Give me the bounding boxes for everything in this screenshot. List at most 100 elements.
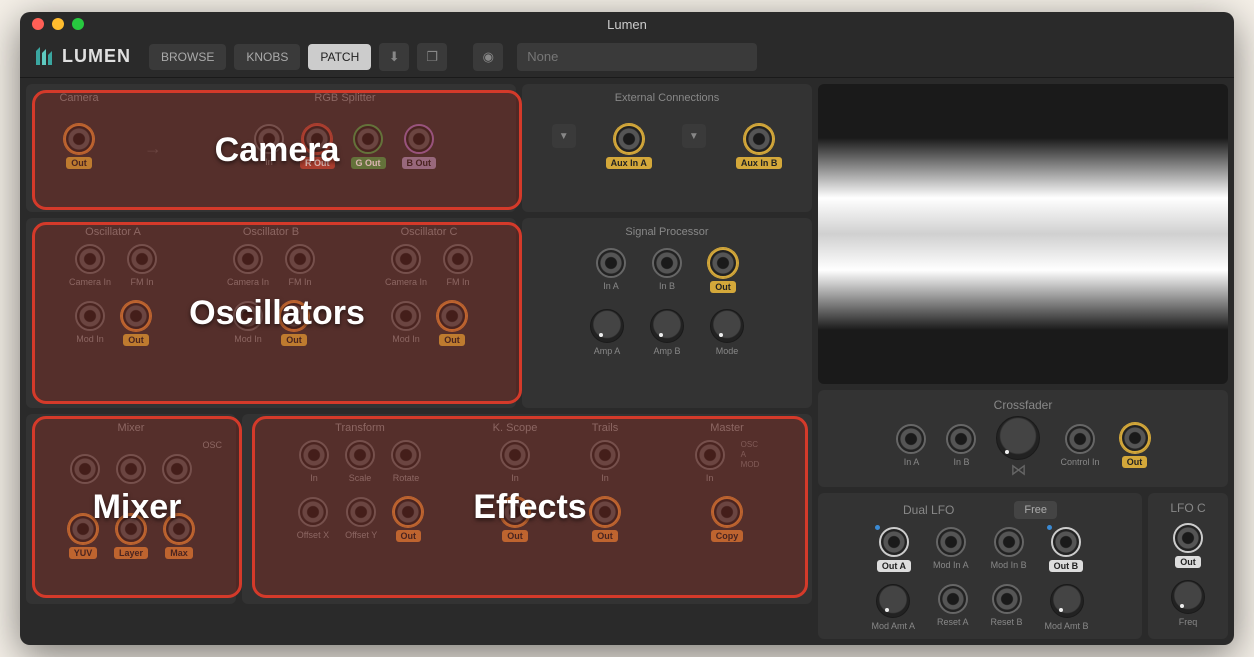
aux-b-dropdown[interactable]: ▼ — [682, 124, 706, 148]
osc-b-out-jack[interactable] — [279, 301, 309, 331]
aux-b-label: Aux In B — [736, 157, 783, 169]
sigproc-ina-jack[interactable] — [596, 248, 626, 278]
lfo-modinb-jack[interactable] — [994, 527, 1024, 557]
crossfader-ina-jack[interactable] — [896, 424, 926, 454]
oscillators-module: Oscillator A Camera InFM In Mod InOut Os… — [26, 218, 516, 408]
mixer-in2-jack[interactable] — [116, 454, 146, 484]
crossfader-module: Crossfader In A In B ⋈ Control In Out — [818, 390, 1228, 487]
lfoc-freq-knob[interactable] — [1171, 580, 1205, 614]
logo-icon — [32, 45, 56, 69]
window-title: Lumen — [607, 17, 647, 32]
left-panel: Camera Out → RGB Splitter In R Out G Out — [20, 78, 818, 645]
sigproc-mode-knob[interactable] — [710, 309, 744, 343]
osc-c-mod-jack[interactable] — [391, 301, 421, 331]
signal-processor-module: Signal Processor In A In B Out Amp A Amp… — [522, 218, 812, 408]
transform-scale-jack[interactable] — [345, 440, 375, 470]
sigproc-inb-jack[interactable] — [652, 248, 682, 278]
lfo-modina-jack[interactable] — [936, 527, 966, 557]
rgb-g-jack[interactable] — [353, 124, 383, 154]
osc-a-cam-jack[interactable] — [75, 244, 105, 274]
lfo-modamta-knob[interactable] — [876, 584, 910, 618]
osc-c-fm-jack[interactable] — [443, 244, 473, 274]
rgb-r-jack[interactable] — [302, 124, 332, 154]
minimize-icon[interactable] — [52, 18, 64, 30]
transform-in-jack[interactable] — [299, 440, 329, 470]
rgb-b-label: B Out — [402, 157, 437, 169]
camera-out-jack[interactable] — [64, 124, 94, 154]
mixer-module: Mixer OSC YUV Layer Max — [26, 414, 236, 604]
osc-b-cam-jack[interactable] — [233, 244, 263, 274]
trails-out-jack[interactable] — [590, 497, 620, 527]
rgb-in-jack[interactable] — [254, 124, 284, 154]
mixer-in3-jack[interactable] — [162, 454, 192, 484]
kscope-in-jack[interactable] — [500, 440, 530, 470]
free-button[interactable]: Free — [1014, 501, 1057, 519]
effects-module: Transform InScaleRotate Offset XOffset Y… — [242, 414, 812, 604]
sigproc-ampa-knob[interactable] — [590, 309, 624, 343]
transform-rot-jack[interactable] — [391, 440, 421, 470]
transform-title: Transform — [250, 422, 470, 434]
arrow-icon: → — [144, 138, 162, 159]
right-panel: Crossfader In A In B ⋈ Control In Out Du… — [818, 78, 1234, 645]
master-copy-jack[interactable] — [712, 497, 742, 527]
crossfader-inb-jack[interactable] — [946, 424, 976, 454]
transform-offy-jack[interactable] — [346, 497, 376, 527]
crossfader-title: Crossfader — [828, 398, 1218, 412]
kscope-out-jack[interactable] — [500, 497, 530, 527]
osc-b-mod-jack[interactable] — [233, 301, 263, 331]
lfo-outb-jack[interactable] — [1051, 527, 1081, 557]
mixer-max-jack[interactable] — [164, 514, 194, 544]
preview-monitor — [818, 84, 1228, 384]
lfo-resetb-jack[interactable] — [992, 584, 1022, 614]
close-icon[interactable] — [32, 18, 44, 30]
lfo-modamtb-knob[interactable] — [1050, 584, 1084, 618]
maximize-icon[interactable] — [72, 18, 84, 30]
mixer-in1-jack[interactable] — [70, 454, 100, 484]
mixer-title: Mixer — [34, 422, 228, 434]
titlebar: Lumen — [20, 12, 1234, 36]
download-icon[interactable]: ⬇ — [379, 43, 409, 71]
crossfader-ctrl-jack[interactable] — [1065, 424, 1095, 454]
osc-b-fm-jack[interactable] — [285, 244, 315, 274]
camera-icon[interactable]: ◉ — [473, 43, 503, 71]
master-in-jack[interactable] — [695, 440, 725, 470]
aux-in-b-jack[interactable] — [744, 124, 774, 154]
osc-c-out-jack[interactable] — [437, 301, 467, 331]
external-connections-module: External Connections ▼ Aux In A ▼ Aux In… — [522, 84, 812, 212]
trails-in-jack[interactable] — [590, 440, 620, 470]
osc-c-title: Oscillator C — [350, 226, 508, 238]
lfoc-out-jack[interactable] — [1173, 523, 1203, 553]
knobs-button[interactable]: KNOBS — [234, 44, 300, 70]
app-name: LUMEN — [62, 46, 131, 67]
osc-c-cam-jack[interactable] — [391, 244, 421, 274]
transform-out-jack[interactable] — [393, 497, 423, 527]
osc-b-title: Oscillator B — [192, 226, 350, 238]
dual-lfo-module: Dual LFO Free Out A Mod In A Mod In B Ou… — [818, 493, 1142, 639]
rgb-in-label: In — [265, 157, 273, 167]
transform-offx-jack[interactable] — [298, 497, 328, 527]
crossfader-out-jack[interactable] — [1120, 423, 1150, 453]
window-icon[interactable]: ❐ — [417, 43, 447, 71]
preset-name[interactable]: None — [517, 43, 757, 71]
aux-a-label: Aux In A — [606, 157, 652, 169]
lfo-reseta-jack[interactable] — [938, 584, 968, 614]
master-title: Master — [650, 422, 804, 434]
mixer-layer-jack[interactable] — [116, 514, 146, 544]
ext-title: External Connections — [530, 92, 804, 104]
lfoc-title: LFO C — [1158, 501, 1218, 515]
crossfader-knob[interactable] — [996, 416, 1040, 460]
sigproc-ampb-knob[interactable] — [650, 309, 684, 343]
osc-a-out-jack[interactable] — [121, 301, 151, 331]
browse-button[interactable]: BROWSE — [149, 44, 226, 70]
lfo-outa-jack[interactable] — [879, 527, 909, 557]
osc-a-fm-jack[interactable] — [127, 244, 157, 274]
patch-button[interactable]: PATCH — [308, 44, 371, 70]
aux-in-a-jack[interactable] — [614, 124, 644, 154]
rgb-b-jack[interactable] — [404, 124, 434, 154]
sigproc-out-jack[interactable] — [708, 248, 738, 278]
main-body: Camera Out → RGB Splitter In R Out G Out — [20, 78, 1234, 645]
mixer-yuv-jack[interactable] — [68, 514, 98, 544]
trails-title: Trails — [560, 422, 650, 434]
osc-a-mod-jack[interactable] — [75, 301, 105, 331]
aux-a-dropdown[interactable]: ▼ — [552, 124, 576, 148]
